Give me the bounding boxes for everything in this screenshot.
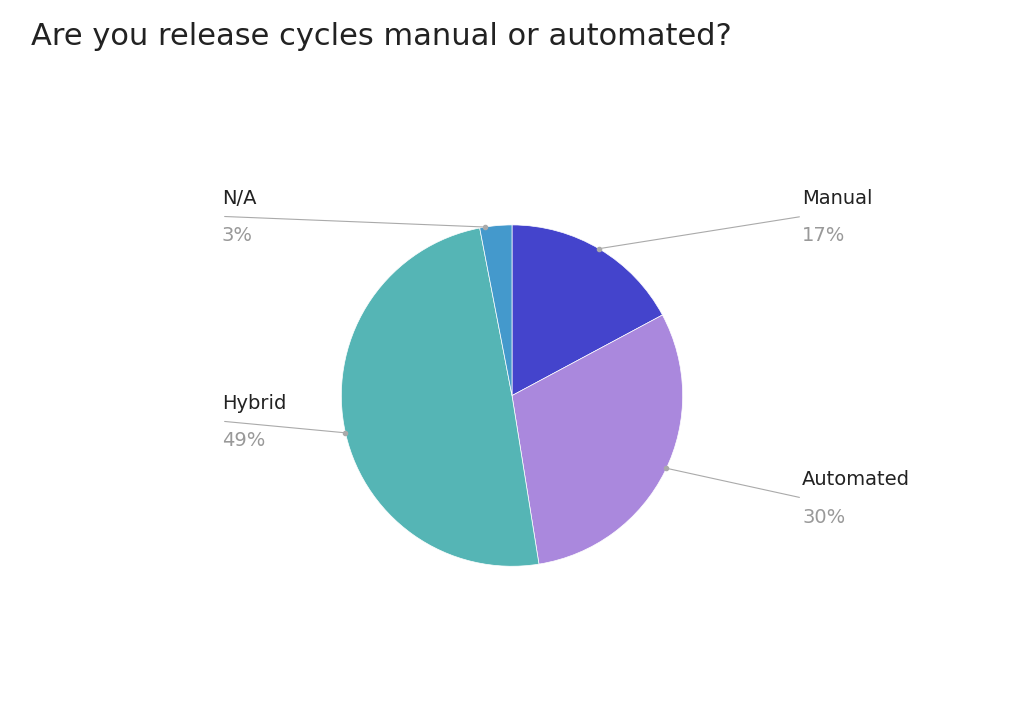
Text: Automated: Automated — [802, 471, 910, 490]
Text: 17%: 17% — [802, 226, 846, 245]
Text: 3%: 3% — [222, 226, 253, 245]
Text: N/A: N/A — [222, 189, 256, 208]
Text: Hybrid: Hybrid — [222, 394, 287, 412]
Wedge shape — [512, 315, 683, 564]
Text: Manual: Manual — [802, 189, 872, 208]
Text: Are you release cycles manual or automated?: Are you release cycles manual or automat… — [31, 22, 731, 50]
Wedge shape — [512, 225, 663, 396]
Wedge shape — [341, 228, 539, 566]
Text: 30%: 30% — [802, 508, 846, 527]
Text: 49%: 49% — [222, 431, 265, 450]
Wedge shape — [479, 225, 512, 396]
